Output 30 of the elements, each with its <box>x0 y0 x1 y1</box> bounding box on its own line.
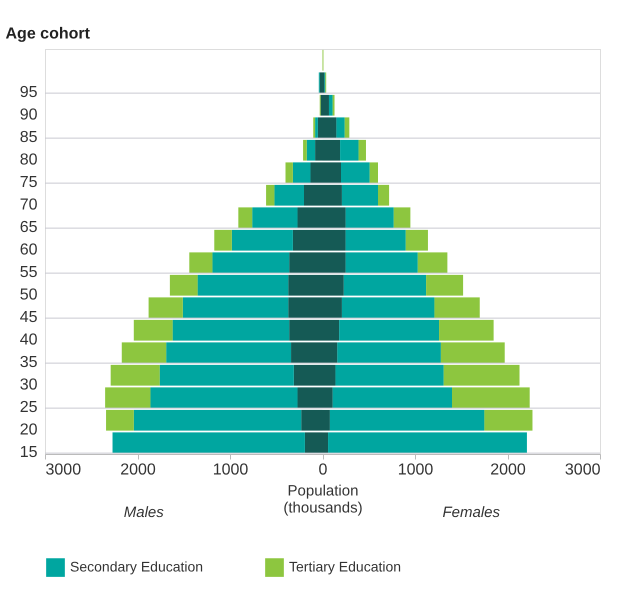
y-tick-label: 90 <box>20 106 38 124</box>
y-tick-label: 45 <box>20 309 38 326</box>
x-tick-label: 2000 <box>120 462 156 478</box>
x-tick-label: 1000 <box>398 462 434 478</box>
y-tick-label: 30 <box>20 376 38 394</box>
x-tick-label: 3000 <box>46 462 82 478</box>
x-tick-label: 2000 <box>490 462 526 478</box>
y-tick-label: 75 <box>20 174 38 191</box>
text: Females <box>442 504 500 521</box>
x-tick-label: 1000 <box>212 462 248 478</box>
y-tick-label: 55 <box>20 264 38 281</box>
y-tick-label: 40 <box>20 332 38 348</box>
legend-label: Tertiary Education <box>289 558 402 575</box>
y-tick-label: 25 <box>20 399 38 416</box>
y-tick-label: 80 <box>20 152 38 168</box>
x-axis-title: Population (thousands) <box>283 482 363 516</box>
legend-label: Secondary Education <box>70 558 204 575</box>
y-tick-label: 15 <box>20 444 38 461</box>
y-tick-label: 95 <box>20 84 38 101</box>
y-tick-label: 35 <box>20 354 38 371</box>
text: Males <box>124 504 164 521</box>
x-tick-label: 3000 <box>564 462 601 478</box>
y-tick-label: 65 <box>20 219 38 236</box>
y-tick-label: 60 <box>20 242 38 258</box>
y-axis-title: Age cohort <box>6 26 91 42</box>
y-tick-label: 50 <box>20 286 38 304</box>
y-tick-label: 85 <box>20 129 38 146</box>
x-tick-label: 0 <box>318 462 328 478</box>
y-tick-label: 70 <box>20 196 38 214</box>
y-tick-label: 20 <box>20 422 38 438</box>
